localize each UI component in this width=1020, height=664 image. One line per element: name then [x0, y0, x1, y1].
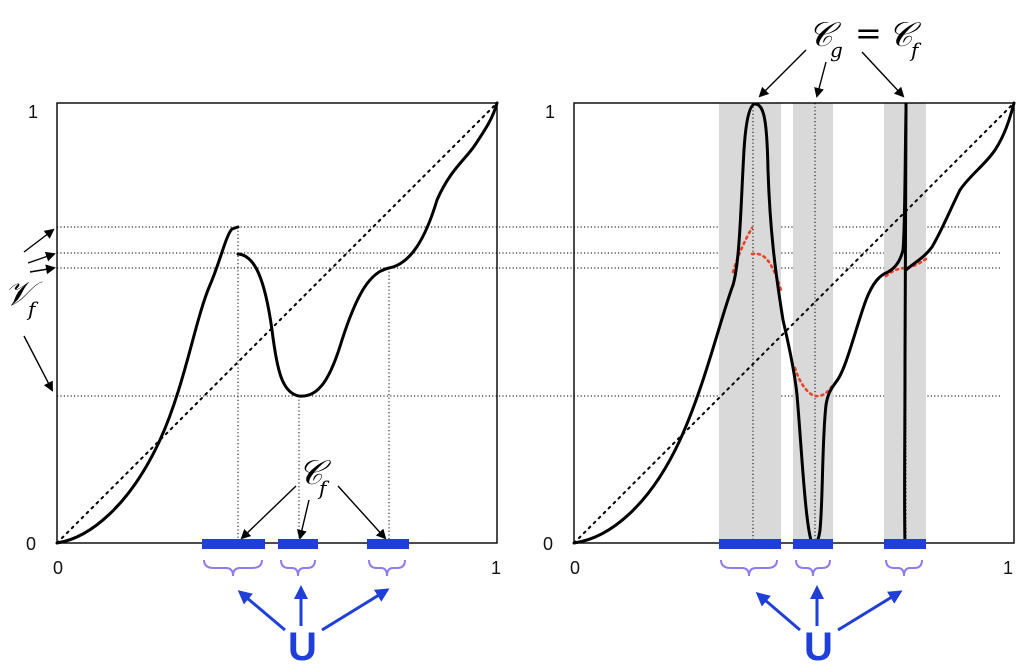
Vf-arrows — [23, 228, 56, 392]
arrow-icon — [296, 499, 310, 540]
right-x-tick-1: 1 — [1003, 558, 1013, 578]
arrow-icon — [837, 590, 903, 632]
Cf-subscript: f — [909, 38, 922, 62]
arrow-icon — [321, 588, 390, 632]
left-braces — [203, 559, 406, 577]
arrow-icon — [27, 251, 56, 264]
left-x-tick-1: 1 — [491, 558, 501, 578]
left-x-tick-0: 0 — [53, 558, 63, 578]
original-segment — [793, 366, 835, 398]
left-panel: 1 0 0 1 𝒱 f 𝒞 f — [4, 101, 1000, 664]
Cf-label: 𝒞 f — [298, 453, 332, 500]
right-intervals-U — [719, 539, 926, 549]
arrow-icon — [337, 485, 387, 540]
Vf-script: 𝒱 — [4, 274, 43, 314]
shaded-band — [793, 103, 833, 543]
right-U-arrows — [755, 585, 903, 632]
level-guide-lines — [57, 226, 1000, 397]
right-U-label: U — [804, 625, 833, 664]
arrow-icon — [240, 485, 297, 540]
left-plot-frame — [56, 102, 498, 544]
Cg-arrows — [758, 49, 905, 98]
arrow-icon — [758, 49, 807, 98]
right-y-tick-0: 0 — [543, 534, 553, 554]
curly-brace-icon — [795, 559, 831, 577]
original-segment — [884, 257, 928, 278]
Cf-arrows — [240, 485, 387, 540]
left-intervals-U — [202, 539, 409, 549]
left-y-tick-1: 1 — [28, 102, 38, 122]
shaded-bands — [719, 103, 926, 543]
arrow-icon — [23, 335, 53, 392]
equals-sign: = — [855, 14, 882, 52]
arrow-icon — [29, 264, 56, 275]
curly-brace-icon — [203, 559, 263, 577]
critical-point-guides — [237, 227, 390, 543]
right-braces — [720, 559, 923, 577]
interval-bar — [884, 539, 926, 549]
arrow-icon — [23, 228, 55, 253]
arrow-icon — [755, 592, 801, 632]
left-U-label: U — [288, 625, 317, 664]
curly-brace-icon — [368, 559, 406, 577]
Cf-subscript: f — [317, 476, 330, 500]
curly-brace-icon — [280, 559, 316, 577]
interval-bar — [278, 539, 318, 549]
left-y-tick-0: 0 — [26, 534, 36, 554]
curly-brace-icon — [720, 559, 778, 577]
interval-bar — [719, 539, 781, 549]
right-x-tick-0: 0 — [570, 558, 580, 578]
Vf-subscript: f — [26, 297, 39, 321]
shaded-band — [719, 103, 781, 543]
identity-diagonal — [56, 102, 498, 544]
arrow-icon — [237, 590, 286, 632]
Vf-label: 𝒱 f — [4, 274, 43, 321]
interval-bar — [793, 539, 833, 549]
left-U-arrows — [237, 585, 390, 632]
Cf-script: 𝒞 — [298, 453, 332, 493]
Cg-subscript: g — [830, 38, 843, 62]
right-y-tick-1: 1 — [545, 102, 555, 122]
arrow-icon — [861, 51, 905, 98]
right-panel: 1 0 0 1 𝒞 g = 𝒞 f — [543, 14, 1016, 664]
interval-bar — [367, 539, 409, 549]
identity-diagonal — [573, 102, 1015, 544]
interval-bar — [202, 539, 265, 549]
arrow-icon — [814, 61, 827, 98]
function-curve-f — [55, 101, 499, 545]
curly-brace-icon — [885, 559, 923, 577]
